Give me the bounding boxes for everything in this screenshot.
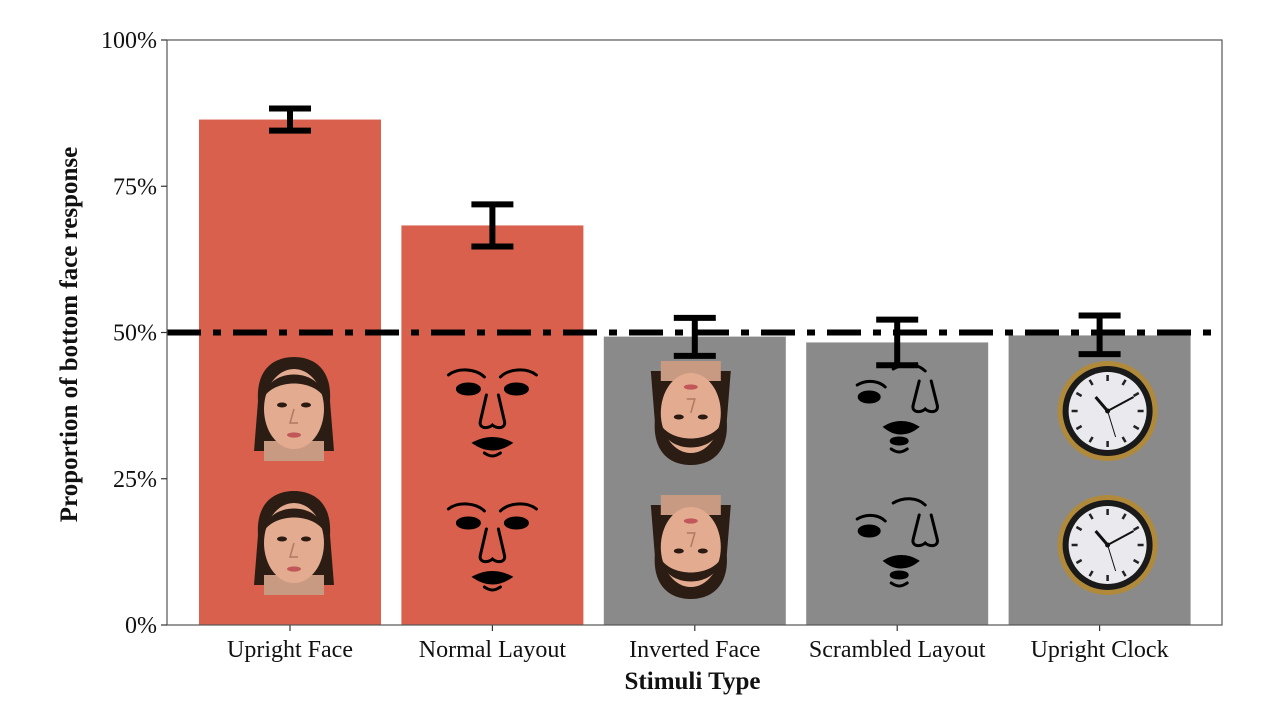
normal-layout-sketch-icon [446,368,538,592]
y-tick-label: 50% [113,321,157,347]
error-bar [673,314,716,359]
y-axis-title: Proportion of bottom face response [56,147,83,522]
bar [806,342,989,625]
y-tick-label: 100% [101,28,157,54]
y-tick-label: 25% [113,467,157,493]
y-tick-label: 0% [125,613,157,639]
inverted-face-photo-icon [650,361,731,599]
x-axis-title: Stimuli Type [625,668,761,695]
error-bar [471,201,514,250]
x-tick-label: Upright Face [227,637,353,663]
x-tick-label: Scrambled Layout [809,637,986,663]
x-tick-label: Normal Layout [419,637,567,663]
stimulus-icons [254,357,1158,599]
error-bars [269,105,1121,369]
upright-clock-icon [1057,361,1158,595]
error-bar [876,316,919,369]
axes: Upright Face Normal Layout Inverted Face Sc… [101,28,1223,663]
error-bar [269,105,311,134]
x-tick-label: Inverted Face [629,637,760,663]
x-tick-label: Upright Clock [1031,637,1169,663]
error-bar [1078,312,1121,358]
upright-face-photo-icon [254,357,334,595]
y-tick-label: 75% [113,174,157,200]
